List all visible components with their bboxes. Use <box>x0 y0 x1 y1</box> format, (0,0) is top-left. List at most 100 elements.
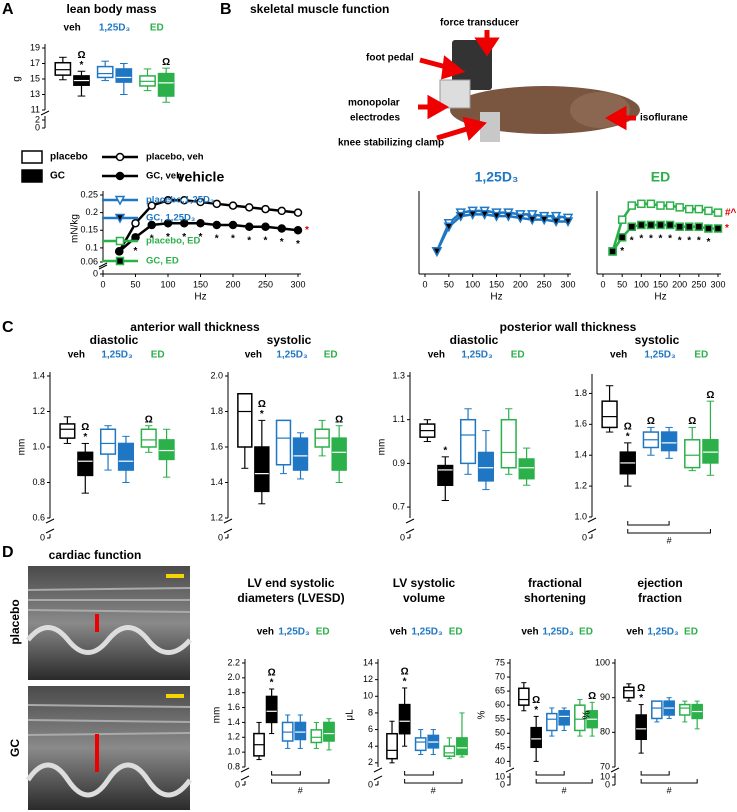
marker <box>163 196 173 205</box>
annotation: Ω <box>588 691 596 702</box>
chart-title: LV end systolic <box>247 576 334 590</box>
chart-title: 1,25D₃ <box>475 169 519 185</box>
y-axis-label: mN/kg <box>70 214 81 243</box>
group-label: 1,25D₃ <box>542 627 574 638</box>
y-tick-label: 0 <box>400 532 405 542</box>
annotation: Ω <box>532 695 540 706</box>
y-axis-label: % <box>477 710 488 719</box>
annotation: Ω <box>268 668 276 679</box>
y-tick-label: 1.3 <box>392 370 405 380</box>
bracket <box>640 779 698 784</box>
marker <box>617 215 627 224</box>
y-tick-label: 1.6 <box>210 441 223 451</box>
marker <box>685 204 694 214</box>
axis-break <box>505 767 515 773</box>
box <box>275 419 292 466</box>
box <box>437 464 454 486</box>
marker <box>443 222 455 233</box>
photo <box>420 40 640 145</box>
marker <box>455 211 466 222</box>
y-tick-label: 100 <box>595 657 610 667</box>
y-tick-label: 1.4 <box>574 450 587 460</box>
y-tick-label: 1.0 <box>32 441 45 451</box>
y-tick-label: 2 <box>35 114 40 124</box>
annotation: Ω <box>637 683 645 694</box>
end-label: * <box>305 225 309 236</box>
x-tick-label: 150 <box>653 279 668 289</box>
y-tick-label: 1.6 <box>574 419 587 429</box>
y-tick-label: 90 <box>600 692 610 702</box>
y-tick-label: 0 <box>235 779 240 789</box>
box <box>310 729 323 744</box>
bracket <box>271 779 330 784</box>
x-tick-label: 200 <box>513 279 528 289</box>
legend-marker <box>115 256 125 266</box>
annotation: * <box>403 677 407 688</box>
marker <box>515 213 526 224</box>
box <box>443 745 456 757</box>
panel-letter: B <box>220 1 232 18</box>
y-tick-label: 1.4 <box>32 370 45 380</box>
marker <box>147 201 156 210</box>
box <box>702 439 719 464</box>
y-tick-label: 2 <box>368 757 373 767</box>
marker <box>115 247 124 256</box>
x-axis-label: Hz <box>654 292 666 303</box>
y-tick-label: 70 <box>600 761 610 771</box>
marker <box>196 218 205 228</box>
group-label: 1,25D₃ <box>276 350 308 361</box>
group-label: ED <box>449 627 463 638</box>
axis-break <box>98 262 108 270</box>
chart-title: systolic <box>267 333 312 347</box>
x-tick-label: 100 <box>160 279 175 289</box>
bracket <box>535 779 593 784</box>
x-tick-label: 250 <box>537 279 552 289</box>
bracket-label: # <box>562 785 567 795</box>
group-label: veh <box>428 350 445 361</box>
x-tick-label: 100 <box>634 279 649 289</box>
group-label: veh <box>64 23 81 34</box>
annotation: * <box>80 60 84 71</box>
y-tick-label: 10 <box>363 691 373 701</box>
marker <box>467 210 478 220</box>
legend-marker <box>115 236 125 246</box>
y-tick-label: 0.8 <box>227 761 240 771</box>
marker <box>245 203 254 212</box>
photo-label: knee stabilizing clamp <box>338 138 444 149</box>
photo-label: isoflurane <box>640 113 688 124</box>
panel-title: skeletal muscle function <box>250 2 389 16</box>
y-tick-label: 0.9 <box>392 458 405 468</box>
x-tick-label: 250 <box>691 279 706 289</box>
bracket-label: # <box>298 785 303 795</box>
chart-title: vehicle <box>177 169 225 185</box>
group-label: veh <box>245 350 262 361</box>
group-label: veh <box>68 350 85 361</box>
group-label: 1,25D₃ <box>99 23 131 34</box>
significance: * <box>215 234 219 245</box>
marker <box>147 220 156 230</box>
significance: * <box>280 237 284 248</box>
legend-label: placebo <box>50 152 88 163</box>
legend-marker <box>114 195 126 206</box>
annotation: Ω <box>81 422 89 433</box>
box <box>117 442 135 471</box>
marker <box>180 196 189 205</box>
photo-label: foot pedal <box>366 53 414 64</box>
bracket <box>627 529 711 534</box>
marker <box>637 199 646 209</box>
marker <box>646 220 656 230</box>
photo-label: force transducer <box>440 18 519 29</box>
marker <box>277 206 286 216</box>
y-tick-label: 0.7 <box>392 501 405 511</box>
photo-label: electrodes <box>350 113 400 124</box>
y-tick-label: 75 <box>495 657 505 667</box>
annotation: Ω <box>162 57 170 68</box>
group-label: veh <box>610 350 627 361</box>
y-tick-label: 1.1 <box>392 414 405 424</box>
chart-title: diastolic <box>90 333 139 347</box>
annotation: * <box>270 678 274 689</box>
y-tick-label: 70 <box>495 671 505 681</box>
group-label: veh <box>390 627 407 638</box>
marker <box>627 201 636 210</box>
